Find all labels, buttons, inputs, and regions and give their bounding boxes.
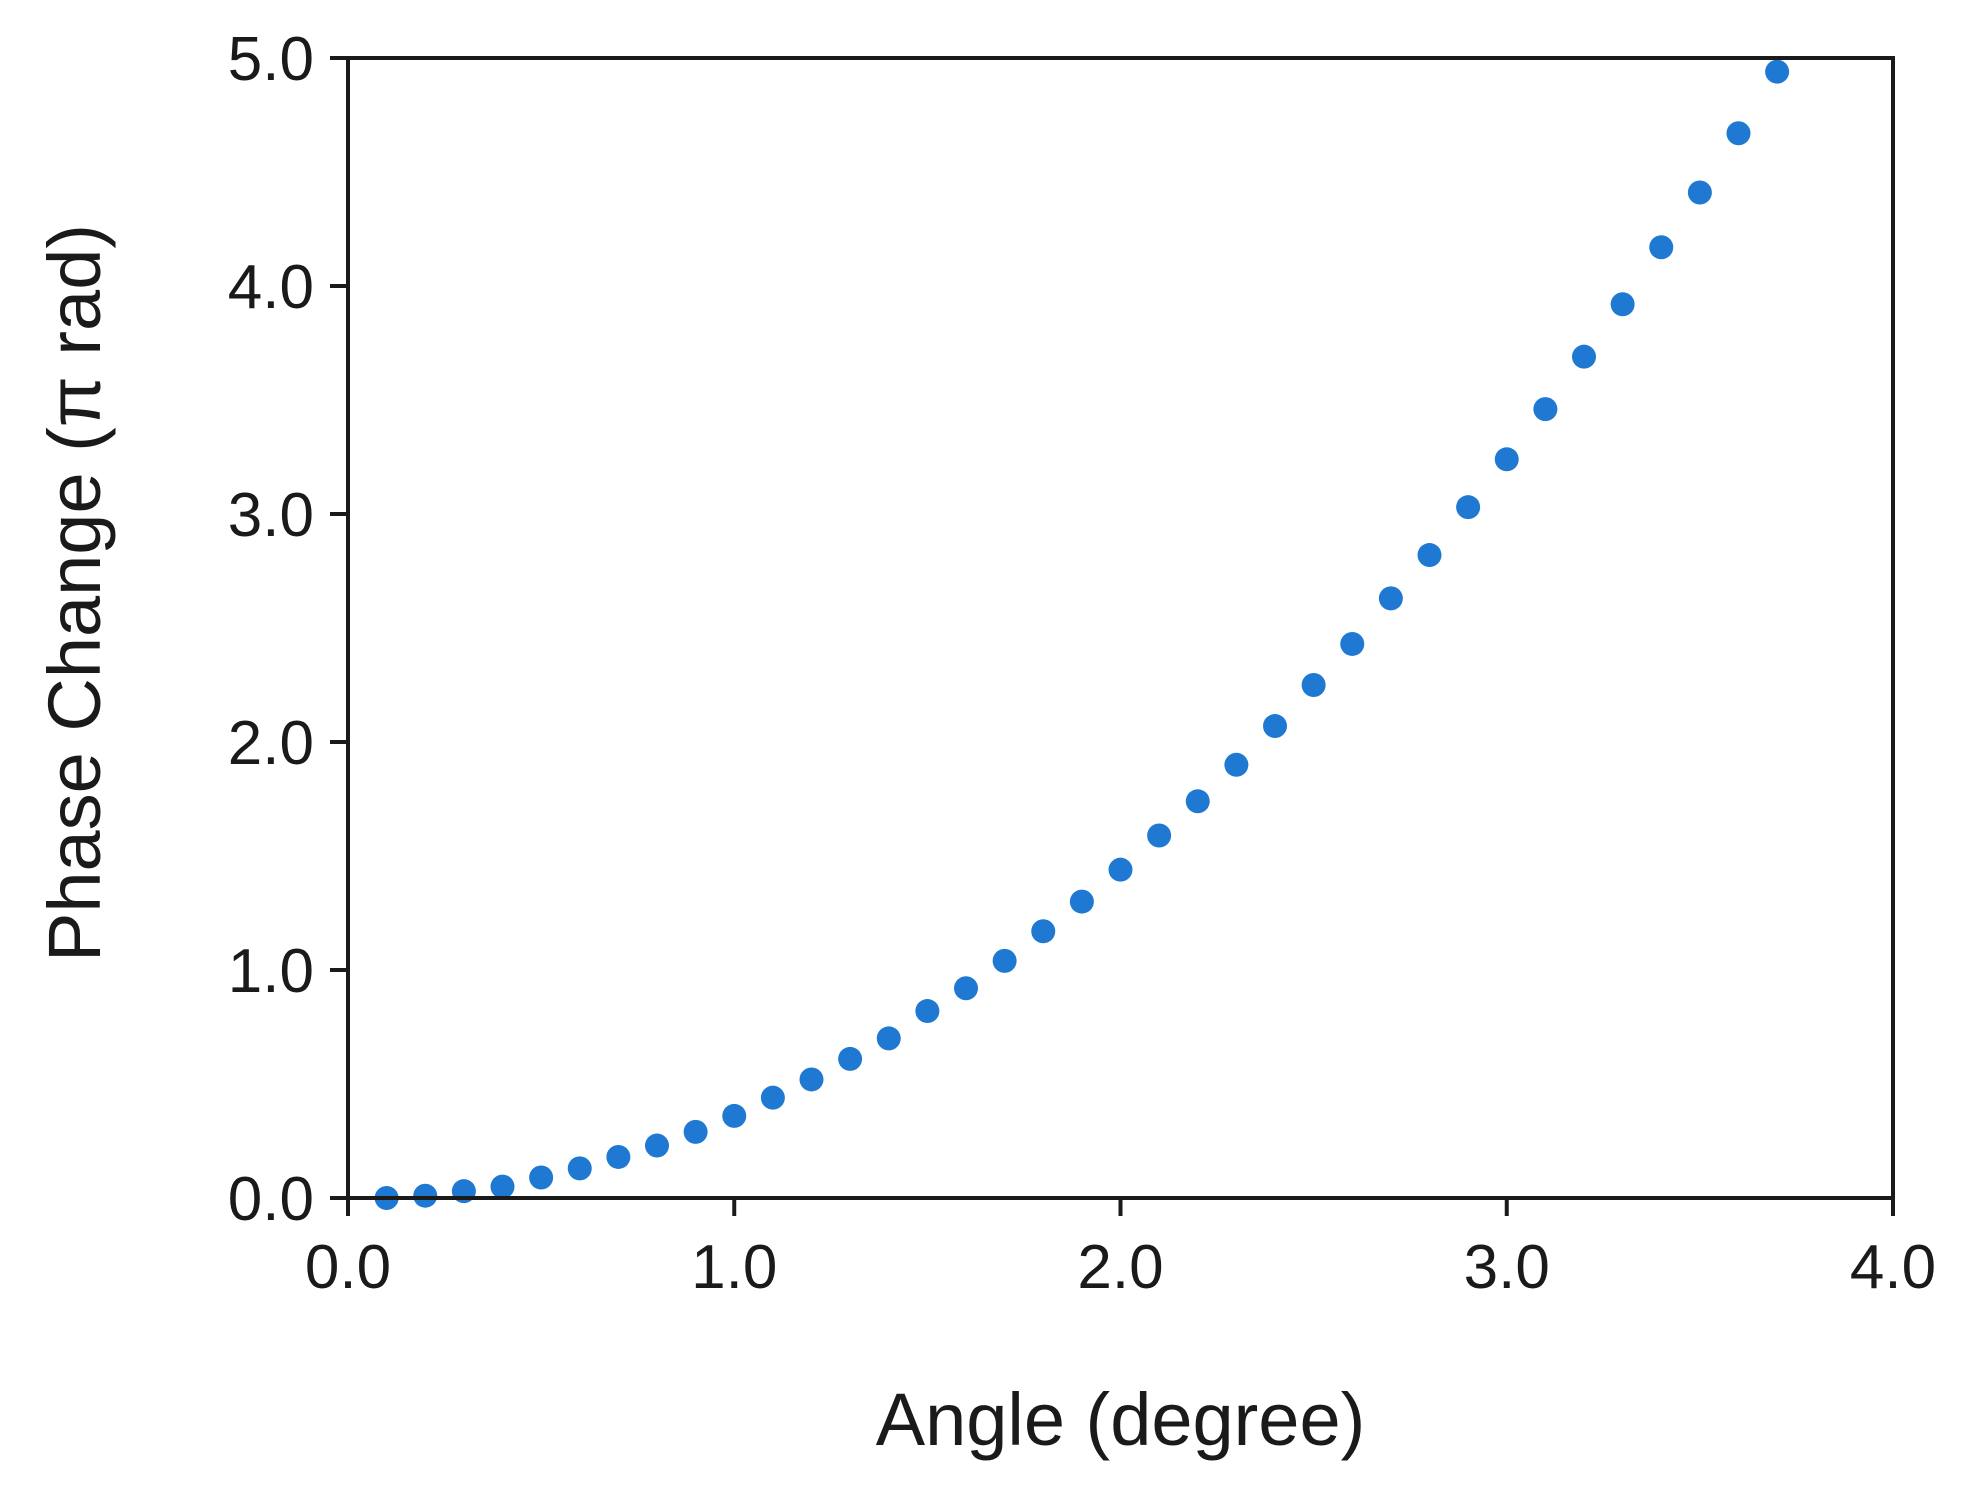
data-point	[1765, 59, 1790, 84]
plot-frame	[346, 56, 1895, 1200]
y-axis-title: Phase Change (π rad)	[33, 224, 116, 962]
y-tick-label: 5.0	[228, 25, 314, 94]
data-point	[1069, 889, 1094, 914]
data-point	[1031, 919, 1056, 944]
x-tick-label: 2.0	[1077, 1233, 1163, 1302]
data-point	[529, 1165, 554, 1190]
data-point	[1494, 447, 1519, 472]
data-point	[1301, 673, 1326, 697]
x-axis-title: Angle (degree)	[876, 1378, 1366, 1461]
x-tick-label: 4.0	[1850, 1233, 1936, 1302]
y-tick-label: 3.0	[228, 481, 314, 550]
y-tick-label: 4.0	[228, 253, 314, 322]
data-point	[1224, 752, 1249, 777]
data-point	[1378, 586, 1403, 611]
data-point	[915, 999, 940, 1024]
data-point	[1340, 631, 1365, 656]
data-point	[413, 1183, 438, 1208]
data-point	[954, 976, 978, 1001]
data-point	[760, 1085, 785, 1110]
x-tick-label: 0.0	[305, 1233, 391, 1302]
data-point	[1687, 180, 1712, 205]
data-point	[1533, 397, 1558, 422]
data-point	[799, 1067, 824, 1092]
data-point	[992, 948, 1017, 973]
y-tick-label: 1.0	[228, 937, 314, 1006]
data-point	[838, 1046, 863, 1071]
data-point	[683, 1119, 708, 1144]
data-point	[606, 1144, 631, 1169]
data-point	[1185, 789, 1210, 814]
data-point	[1417, 543, 1442, 568]
data-point	[1649, 235, 1674, 260]
data-point	[1108, 857, 1133, 882]
data-point	[876, 1026, 901, 1051]
data-point	[1263, 714, 1287, 739]
data-points	[374, 59, 1790, 1210]
data-point	[1610, 292, 1635, 317]
x-tick-label: 3.0	[1464, 1233, 1550, 1302]
x-tick-label: 1.0	[691, 1233, 777, 1302]
data-point	[1147, 823, 1172, 848]
ticks-layer: 0.0 1.0 2.0 3.0 4.0 0.0 1.0 2.0 3.0 4.0 5.0	[228, 25, 1936, 1302]
y-tick-label: 0.0	[228, 1165, 314, 1234]
data-point	[722, 1103, 747, 1128]
y-tick-label: 2.0	[228, 709, 314, 778]
data-point	[1572, 344, 1596, 369]
data-point	[1726, 121, 1751, 146]
data-point	[567, 1156, 592, 1181]
data-point	[490, 1174, 515, 1199]
data-point	[1456, 495, 1481, 520]
data-point	[645, 1133, 669, 1158]
